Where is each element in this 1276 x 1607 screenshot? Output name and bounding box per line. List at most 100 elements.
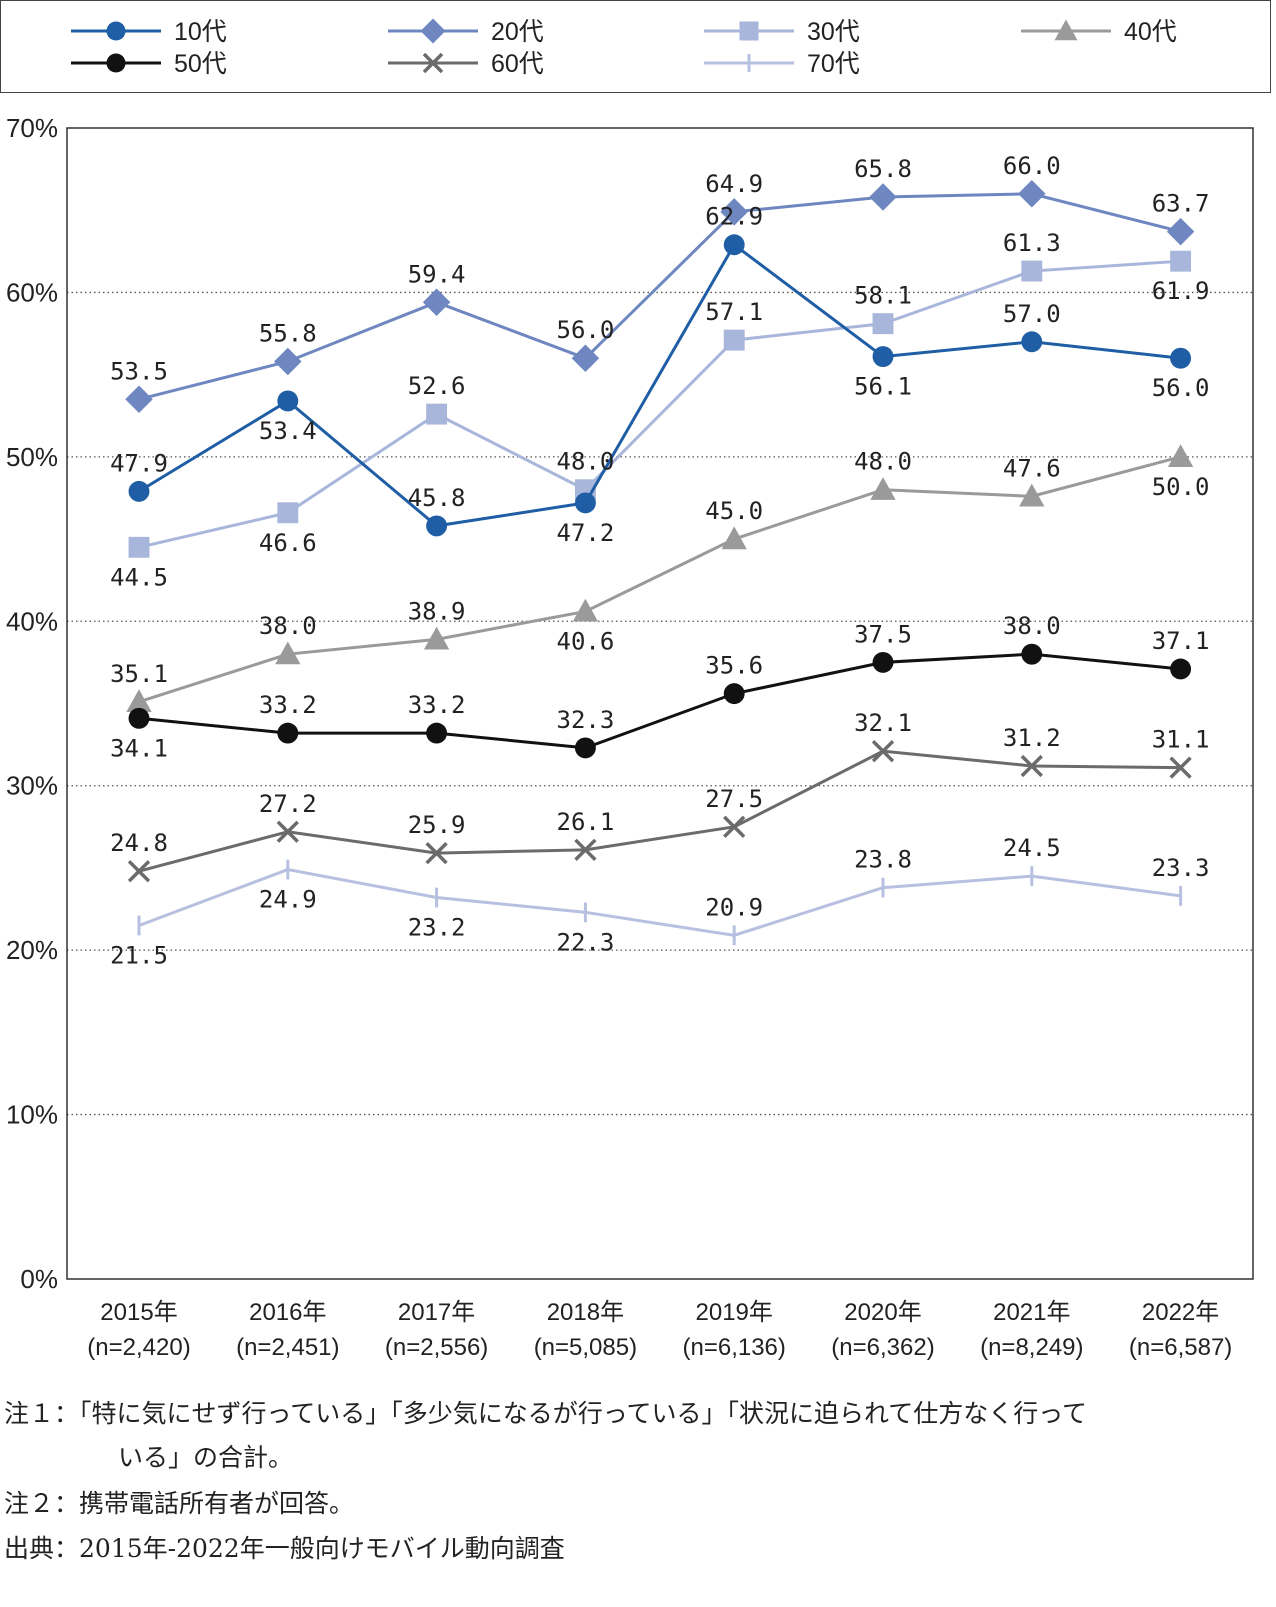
legend-item-10代: 10代 — [71, 18, 227, 46]
data-point — [872, 651, 894, 673]
x-tick-label: 2019年 — [696, 1299, 773, 1326]
data-point — [1169, 756, 1192, 779]
data-point — [1166, 217, 1195, 246]
data-point — [423, 626, 450, 650]
data-label: 23.2 — [408, 914, 466, 942]
data-point — [574, 737, 596, 759]
legend-item-40代: 40代 — [1021, 18, 1177, 46]
data-label: 47.6 — [1003, 454, 1061, 482]
data-point — [128, 707, 150, 729]
x-tick-label: 2015年 — [100, 1299, 177, 1326]
y-tick-label: 40% — [6, 606, 58, 636]
x-tick-sample-size: (n=5,085) — [534, 1334, 637, 1361]
data-label: 24.5 — [1003, 834, 1061, 862]
data-point — [872, 346, 894, 368]
data-label: 33.2 — [259, 691, 317, 719]
data-label: 52.6 — [408, 372, 466, 400]
y-tick-label: 70% — [6, 113, 58, 143]
legend-marker — [106, 53, 126, 73]
data-point — [422, 288, 451, 317]
data-point — [723, 815, 746, 838]
data-point — [277, 502, 299, 524]
series-40代 — [126, 444, 1194, 712]
data-point — [721, 526, 747, 550]
data-point — [426, 722, 448, 744]
data-point — [128, 480, 150, 502]
x-tick-label: 2017年 — [398, 1299, 475, 1326]
data-point — [1170, 250, 1192, 272]
data-label: 57.1 — [705, 298, 763, 326]
series-line — [138, 242, 1181, 528]
y-tick-label: 50% — [6, 442, 58, 472]
data-label: 32.3 — [557, 706, 615, 734]
data-point — [574, 492, 596, 514]
y-tick-label: 0% — [20, 1264, 58, 1294]
y-tick-label: 30% — [6, 771, 58, 801]
data-point — [723, 329, 745, 351]
legend-item-50代: 50代 — [71, 50, 227, 78]
series-70代 — [137, 859, 1183, 946]
data-point — [1167, 444, 1194, 467]
data-point — [1019, 483, 1045, 507]
data-point — [574, 838, 597, 861]
data-label: 26.1 — [557, 808, 615, 836]
legend-item-30代: 30代 — [704, 18, 860, 46]
series-50代 — [128, 643, 1192, 759]
data-label: 64.9 — [705, 170, 763, 198]
data-label: 32.1 — [854, 709, 912, 737]
data-point — [723, 234, 745, 256]
x-tick-label: 2016年 — [249, 1299, 326, 1326]
series-line — [138, 455, 1181, 704]
x-tick-label: 2021年 — [993, 1299, 1070, 1326]
data-point — [872, 313, 894, 335]
data-label: 56.1 — [854, 373, 912, 401]
data-point — [1020, 754, 1043, 778]
data-point — [871, 740, 895, 763]
note-2: 注２：携帯電話所有者が回答。 — [4, 1489, 355, 1518]
legend-marker — [739, 21, 759, 41]
series-line — [138, 868, 1181, 937]
series-10代 — [128, 234, 1192, 537]
data-label: 45.8 — [408, 484, 466, 512]
series-20代 — [125, 180, 1195, 414]
x-tick-label: 2020年 — [844, 1299, 921, 1326]
data-label: 33.2 — [408, 691, 466, 719]
y-tick-label: 10% — [6, 1100, 58, 1130]
legend-label: 10代 — [174, 18, 227, 46]
legend-label: 40代 — [1124, 18, 1177, 46]
series-line — [138, 192, 1181, 401]
legend-label: 20代 — [491, 18, 544, 46]
data-label: 44.5 — [110, 563, 168, 591]
data-label: 61.9 — [1152, 277, 1210, 305]
data-label: 46.6 — [259, 529, 317, 557]
data-label: 40.6 — [557, 627, 615, 655]
data-point — [1021, 643, 1043, 665]
data-label: 59.4 — [408, 260, 466, 288]
data-label: 55.8 — [259, 319, 317, 347]
data-label: 21.5 — [110, 941, 168, 969]
data-point — [277, 390, 299, 412]
series-line — [138, 259, 1181, 549]
data-point — [275, 641, 301, 665]
data-label: 23.8 — [854, 846, 912, 874]
data-point — [274, 347, 302, 376]
legend-item-60代: 60代 — [388, 50, 544, 78]
data-label: 23.3 — [1152, 854, 1210, 882]
data-label: 35.1 — [110, 660, 168, 688]
data-label: 37.5 — [854, 620, 912, 648]
note-1: 注１：「特に気にせず行っている」「多少気になるが行っている」「状況に迫られて仕方… — [4, 1399, 1088, 1428]
data-label: 65.8 — [854, 155, 912, 183]
data-label: 62.9 — [705, 203, 763, 231]
data-point — [128, 536, 150, 558]
line-chart: 0% 10% 20% 30% 40% 50% 60% 70% 2015年 (n=2,420) 201… — [6, 113, 1254, 1361]
data-label: 38.0 — [1003, 612, 1061, 640]
data-label: 24.9 — [259, 886, 317, 914]
data-label: 25.9 — [408, 811, 466, 839]
note-1-continuation: いる」の合計。 — [118, 1443, 294, 1472]
data-label: 38.9 — [408, 597, 466, 625]
data-label: 61.3 — [1003, 229, 1061, 257]
data-point — [426, 515, 448, 537]
x-tick-sample-size: (n=6,136) — [682, 1334, 785, 1361]
x-tick-sample-size: (n=2,420) — [87, 1334, 190, 1361]
data-point — [276, 820, 299, 843]
